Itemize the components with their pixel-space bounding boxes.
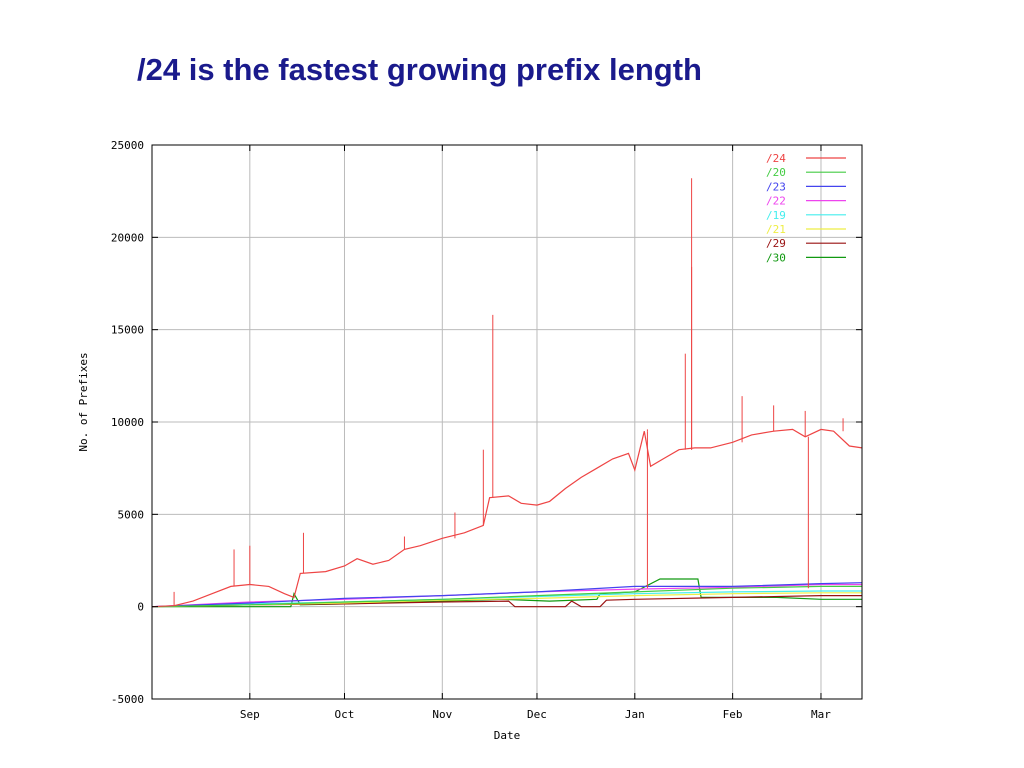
x-tick-label: Jan	[625, 708, 645, 721]
legend-label: /19	[766, 209, 786, 222]
x-tick-label: Feb	[723, 708, 743, 721]
series-line-23	[151, 582, 863, 608]
legend-label: /23	[766, 180, 786, 193]
y-tick-label: 10000	[111, 416, 144, 429]
legend: /24/20/23/22/19/21/29/30	[766, 152, 846, 264]
y-tick-label: 15000	[111, 324, 144, 337]
series-layer	[151, 178, 863, 608]
y-tick-label: -5000	[111, 693, 144, 706]
series-line-29	[151, 595, 862, 608]
series-20	[151, 585, 862, 608]
x-tick-label: Oct	[335, 708, 355, 721]
x-tick-label: Nov	[432, 708, 452, 721]
y-tick-label: 25000	[111, 139, 144, 152]
x-tick-label: Sep	[240, 708, 260, 721]
series-line-20	[151, 585, 862, 608]
slide-title: /24 is the fastest growing prefix length	[137, 52, 702, 87]
y-tick-label: 20000	[111, 231, 144, 244]
x-axis-label: Date	[494, 729, 521, 742]
x-tick-label: Mar	[811, 708, 831, 721]
series-29	[151, 595, 862, 608]
tick-labels: -5000 0 5000 10000 15000 20000 25000 Sep Oct Nov D…	[111, 139, 862, 721]
legend-label: /22	[766, 195, 786, 208]
series-23	[151, 582, 863, 608]
legend-label: /24	[766, 152, 786, 165]
series-line-24	[151, 428, 863, 608]
y-tick-label: 0	[137, 601, 144, 614]
legend-label: /30	[766, 251, 786, 264]
series-24	[151, 178, 863, 608]
x-tick-label: Dec	[527, 708, 547, 721]
y-axis-label: No. of Prefixes	[77, 352, 90, 451]
legend-label: /21	[766, 223, 786, 236]
y-tick-label: 5000	[118, 508, 145, 521]
legend-label: /20	[766, 166, 786, 179]
grid-lines	[152, 144, 862, 700]
legend-label: /29	[766, 237, 786, 250]
